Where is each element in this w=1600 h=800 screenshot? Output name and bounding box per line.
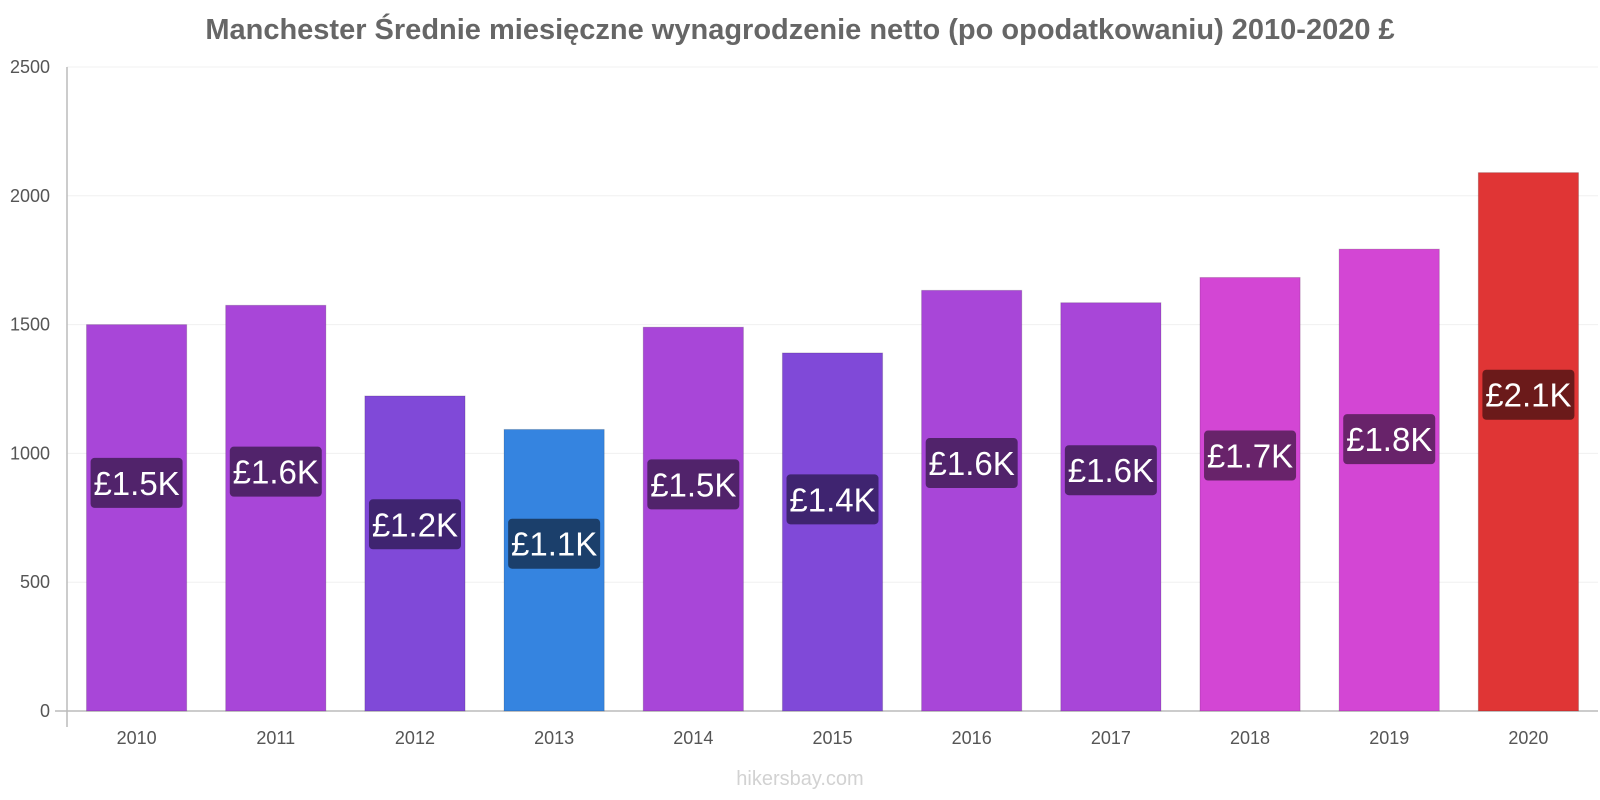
data-label: £1.4K	[789, 481, 875, 518]
x-tick-label: 2017	[1091, 728, 1131, 748]
bar[interactable]	[1477, 172, 1580, 712]
data-label: £1.6K	[1068, 452, 1154, 489]
y-tick-label: 500	[20, 572, 50, 592]
data-label: £1.6K	[929, 445, 1015, 482]
bar[interactable]	[364, 395, 466, 712]
data-label-box	[786, 474, 879, 525]
data-label: £1.8K	[1346, 421, 1432, 458]
x-tick-label: 2019	[1369, 728, 1409, 748]
x-tick-label: 2013	[534, 728, 574, 748]
data-label-box	[508, 518, 601, 569]
data-label: £1.5K	[93, 465, 179, 502]
data-label-box	[1482, 369, 1575, 420]
bar[interactable]	[1060, 302, 1162, 712]
x-tick-label: 2014	[673, 728, 713, 748]
data-label-box	[1064, 445, 1157, 496]
chart-title: Manchester Średnie miesięczne wynagrodze…	[205, 14, 1395, 46]
bar[interactable]	[85, 324, 188, 712]
bar[interactable]	[1338, 248, 1440, 712]
data-label: £2.1K	[1485, 377, 1571, 414]
data-label-box	[1343, 414, 1436, 465]
y-tick-label: 1500	[10, 315, 50, 335]
bar[interactable]	[503, 428, 605, 712]
x-tick-label: 2020	[1508, 728, 1548, 748]
data-label-box	[229, 446, 322, 497]
x-tick-label: 2016	[952, 728, 992, 748]
data-label-box	[368, 499, 461, 550]
data-label-box	[1204, 430, 1297, 481]
x-tick-label: 2012	[395, 728, 435, 748]
watermark: hikersbay.com	[736, 768, 864, 790]
y-tick-label: 2500	[10, 57, 50, 77]
data-label: £1.2K	[372, 506, 458, 543]
bar[interactable]	[781, 352, 884, 712]
data-label-box	[647, 459, 740, 510]
data-label-box	[925, 438, 1018, 489]
data-label: £1.5K	[650, 466, 736, 503]
data-label: £1.1K	[511, 526, 597, 563]
data-label: £1.6K	[233, 454, 319, 491]
data-label-box	[90, 457, 183, 508]
x-tick-label: 2015	[812, 728, 852, 748]
x-tick-label: 2018	[1230, 728, 1270, 748]
bar[interactable]	[225, 304, 327, 712]
bar[interactable]	[1199, 276, 1301, 712]
y-tick-label: 0	[40, 701, 50, 721]
bar[interactable]	[642, 326, 744, 712]
x-tick-label: 2011	[256, 728, 295, 748]
y-tick-label: 1000	[10, 443, 50, 463]
x-tick-label: 2010	[117, 728, 157, 748]
bar[interactable]	[921, 289, 1023, 712]
data-label: £1.7K	[1207, 438, 1293, 475]
y-tick-label: 2000	[10, 186, 50, 206]
